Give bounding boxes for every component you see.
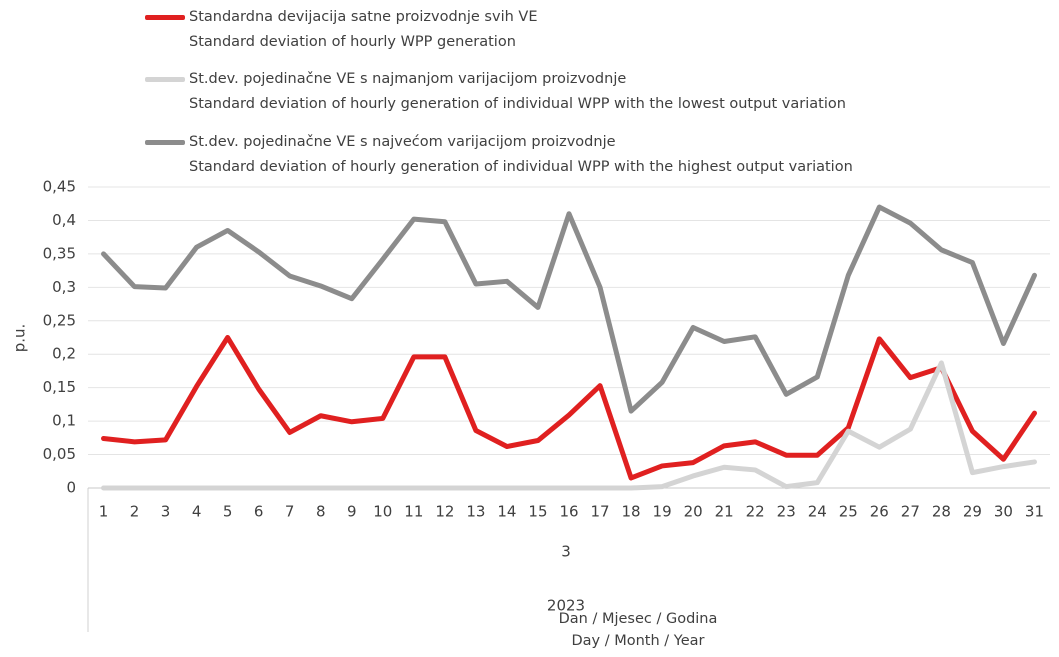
series-line (101, 204, 1037, 414)
x-tick-label: 17 (590, 503, 609, 521)
y-axis-label: p.u. (11, 324, 29, 353)
x-tick-label: 26 (870, 503, 889, 521)
x-tick-label: 31 (1025, 503, 1044, 521)
x-tick-label: 8 (316, 503, 326, 521)
x-tick-label: 2 (130, 503, 140, 521)
x-tick-label: 12 (435, 503, 454, 521)
x-tick-label: 18 (622, 503, 641, 521)
month-label: 3 (561, 543, 571, 561)
x-tick-label: 16 (559, 503, 578, 521)
x-tick-label: 28 (932, 503, 951, 521)
x-tick-label: 30 (994, 503, 1013, 521)
series-line (101, 335, 1037, 481)
y-tick-label: 0,25 (43, 311, 76, 329)
legend-swatch (145, 140, 185, 145)
y-tick-label: 0,1 (52, 412, 76, 430)
x-tick-label: 21 (715, 503, 734, 521)
legend-item: St.dev. pojedinačne VE s najmanjom varij… (145, 67, 846, 117)
x-tick-label: 11 (404, 503, 423, 521)
y-tick-label: 0,15 (43, 378, 76, 396)
x-tick-label: 25 (839, 503, 858, 521)
x-tick-label: 10 (373, 503, 392, 521)
y-tick-label: 0,45 (43, 178, 76, 196)
legend-item: St.dev. pojedinačne VE s najvećom varija… (145, 130, 853, 180)
x-tick-label: 1 (99, 503, 109, 521)
x-tick-label: 20 (684, 503, 703, 521)
x-tick-label: 6 (254, 503, 264, 521)
x-tick-label: 15 (528, 503, 547, 521)
y-tick-label: 0,35 (43, 244, 76, 262)
legend-label: Standardna devijacija satne proizvodnje … (189, 9, 538, 50)
x-tick-label: 23 (777, 503, 796, 521)
x-tick-label: 27 (901, 503, 920, 521)
legend-item: Standardna devijacija satne proizvodnje … (145, 5, 537, 55)
y-tick-label: 0,4 (52, 211, 76, 229)
x-tick-label: 9 (347, 503, 357, 521)
x-tick-label: 5 (223, 503, 233, 521)
y-tick-label: 0 (66, 479, 76, 497)
year-label: 2023 (547, 597, 585, 615)
legend-label: St.dev. pojedinačne VE s najmanjom varij… (189, 71, 846, 112)
legend-swatch (145, 77, 185, 82)
x-axis-label: Dan / Mjesec / Godina Day / Month / Year (558, 611, 718, 649)
y-tick-label: 0,2 (52, 345, 76, 363)
x-tick-label: 14 (497, 503, 516, 521)
legend-swatch (145, 15, 185, 20)
x-tick-label: 13 (466, 503, 485, 521)
x-tick-label: 4 (192, 503, 202, 521)
x-tick-label: 7 (285, 503, 295, 521)
x-tick-label: 19 (653, 503, 672, 521)
y-tick-label: 0,3 (52, 278, 76, 296)
legend-label: St.dev. pojedinačne VE s najvećom varija… (189, 134, 853, 175)
y-tick-label: 0,05 (43, 445, 76, 463)
x-tick-label: 22 (746, 503, 765, 521)
x-tick-label: 29 (963, 503, 982, 521)
series-line (101, 360, 1037, 491)
x-tick-label: 24 (808, 503, 827, 521)
x-tick-label: 3 (161, 503, 171, 521)
